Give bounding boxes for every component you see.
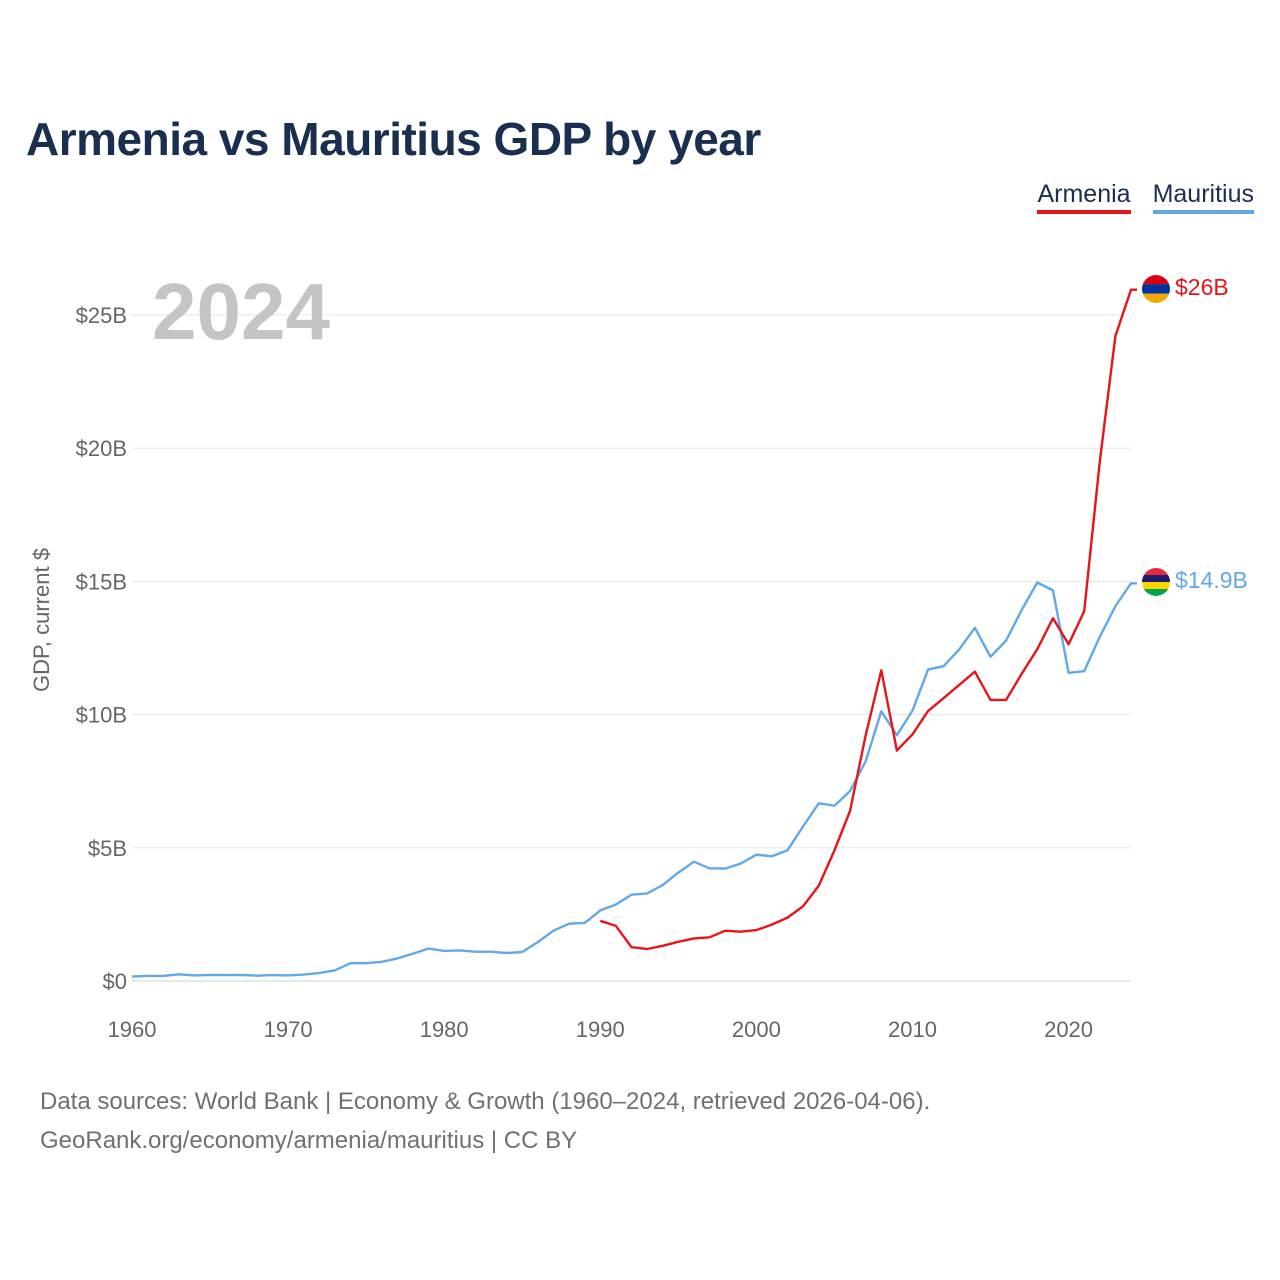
y-tick-label: $0	[103, 969, 127, 994]
gridlines	[132, 314, 1131, 982]
footer: Data sources: World Bank | Economy & Gro…	[40, 1082, 930, 1160]
mauritius-series-line	[131, 581, 1137, 978]
x-tick-label: 1960	[108, 1017, 157, 1042]
mauritius-flag-icon	[1142, 568, 1170, 596]
x-tick-label: 2020	[1044, 1017, 1093, 1042]
x-tick-label: 2000	[732, 1017, 781, 1042]
x-tick-label: 1990	[576, 1017, 625, 1042]
legend: Armenia Mauritius	[1037, 180, 1254, 214]
x-tick-label: 1980	[420, 1017, 469, 1042]
armenia-flag-icon	[1142, 275, 1170, 303]
y-tick-label: $20B	[76, 436, 127, 461]
chart-title: Armenia vs Mauritius GDP by year	[26, 113, 761, 165]
gdp-line-chart: $0 $5B $10B $15B $20B $25B 1960 1970 1980 1990 20…	[29, 267, 1248, 1042]
y-tick-label: $5B	[88, 836, 127, 861]
y-tick-label: $15B	[76, 569, 127, 594]
mauritius-end-value: $14.9B	[1175, 567, 1248, 593]
x-axis-ticks: 1960 1970 1980 1990 2000 2010 2020	[108, 1017, 1094, 1042]
armenia-series-line	[599, 288, 1137, 951]
attribution-text[interactable]: GeoRank.org/economy/armenia/mauritius | …	[40, 1127, 578, 1154]
armenia-end-value: $26B	[1175, 274, 1229, 300]
x-tick-label: 2010	[888, 1017, 937, 1042]
y-axis-ticks: $0 $5B $10B $15B $20B $25B	[76, 303, 127, 994]
y-axis-label: GDP, current $	[29, 548, 54, 692]
year-label: 2024	[152, 267, 330, 356]
y-tick-label: $10B	[76, 703, 127, 728]
y-tick-label: $25B	[76, 303, 127, 328]
series-lines	[131, 288, 1137, 978]
data-sources-text: Data sources: World Bank | Economy & Gro…	[40, 1088, 931, 1115]
legend-item-armenia[interactable]: Armenia	[1037, 180, 1131, 214]
x-tick-label: 1970	[264, 1017, 313, 1042]
legend-item-mauritius[interactable]: Mauritius	[1152, 180, 1254, 214]
